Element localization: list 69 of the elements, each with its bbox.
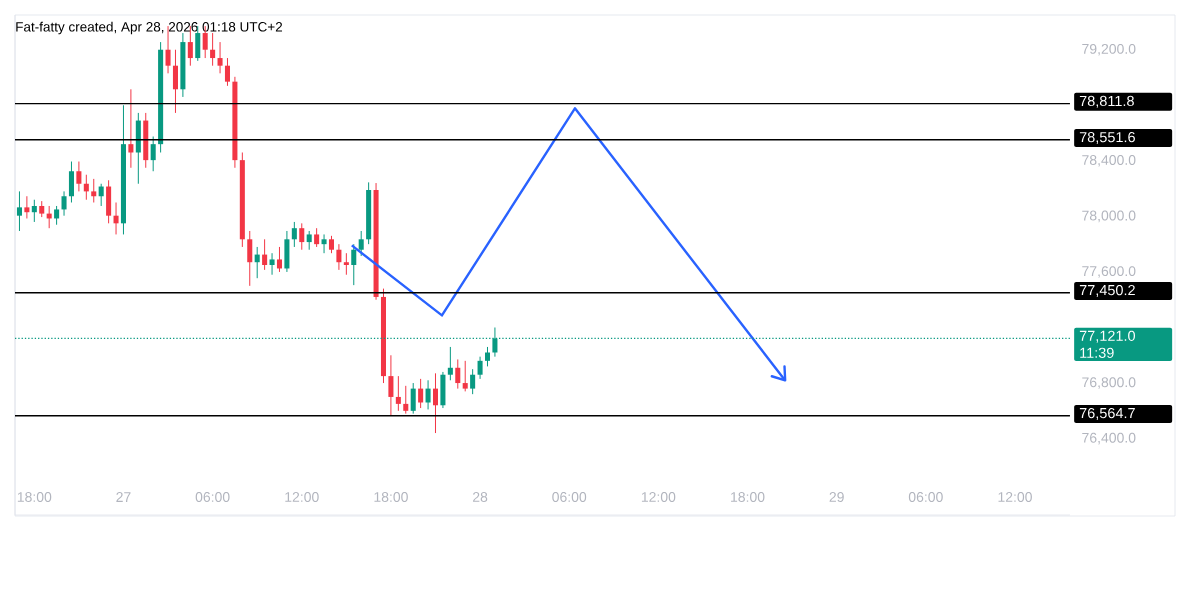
x-tick-label: 28 xyxy=(472,492,488,502)
candlestick xyxy=(358,230,364,257)
x-tick-label: 18:00 xyxy=(374,492,408,502)
candlestick xyxy=(262,238,268,271)
candlestick xyxy=(343,252,349,276)
x-tick-label: 06:00 xyxy=(552,492,587,502)
y-tick-label: 77,600.0 xyxy=(1082,266,1136,278)
candlestick xyxy=(254,246,260,279)
ref-line-label: 78,551.6 xyxy=(1079,131,1135,144)
candlestick xyxy=(172,49,178,114)
candlestick xyxy=(418,378,424,409)
x-tick-label: 12:00 xyxy=(285,492,319,502)
x-tick-label: 18:00 xyxy=(17,492,52,502)
candlestick xyxy=(321,233,327,254)
candlestick xyxy=(269,252,275,276)
ref-line-label: 78,811.8 xyxy=(1079,95,1134,108)
candlestick xyxy=(455,358,461,390)
candlestick xyxy=(306,230,312,251)
candlestick xyxy=(336,243,342,271)
candlestick xyxy=(76,161,82,192)
x-tick-label: 27 xyxy=(116,492,131,502)
candlestick xyxy=(224,57,230,87)
candlestick xyxy=(210,32,216,67)
candlestick xyxy=(477,356,483,380)
candlestick xyxy=(388,354,394,417)
y-tick-label: 76,400.0 xyxy=(1082,432,1136,445)
candlestick xyxy=(128,88,134,169)
candlestick xyxy=(291,221,297,248)
x-tick-label: 12:00 xyxy=(641,492,676,502)
y-tick-label: 79,200.0 xyxy=(1082,43,1136,56)
x-tick-label: 12:00 xyxy=(998,492,1032,502)
candlestick xyxy=(150,136,156,172)
candlestick xyxy=(16,190,22,232)
candlestick xyxy=(61,190,67,217)
candlestick xyxy=(447,346,453,381)
candlestick xyxy=(351,243,357,286)
candlestick xyxy=(425,379,431,410)
x-tick-label: 06:00 xyxy=(195,492,230,502)
candlestick xyxy=(113,202,119,235)
y-tick-label: 78,000.0 xyxy=(1082,210,1136,223)
candlestick xyxy=(299,222,305,251)
x-tick-label: 29 xyxy=(829,492,844,502)
chart-title: Fat-fatty created, Apr 28, 2026 01:18 UTC+2 xyxy=(16,21,283,35)
x-tick-label: 06:00 xyxy=(908,492,943,502)
candlestick xyxy=(395,375,401,412)
candlestick xyxy=(403,385,409,415)
ref-line-label: 77,121.0 xyxy=(1079,330,1136,343)
candlestick xyxy=(165,25,171,74)
candlestick xyxy=(247,230,253,287)
candlestick xyxy=(462,360,468,392)
candlestick xyxy=(432,372,439,434)
candlestick xyxy=(484,346,491,367)
candlestick xyxy=(24,195,30,219)
candlestick xyxy=(470,368,476,395)
candlestick xyxy=(54,205,60,226)
candlestick xyxy=(314,227,320,248)
candlestick xyxy=(83,174,89,201)
text: 11:39 xyxy=(1080,347,1114,358)
candlestick xyxy=(98,183,104,207)
candlestick xyxy=(91,178,97,203)
ref-line-label: 77,450.2 xyxy=(1079,284,1135,297)
y-tick-label: 78,400.0 xyxy=(1082,155,1136,167)
candlestick xyxy=(410,382,416,415)
candlestick xyxy=(217,41,223,74)
candlestick xyxy=(276,246,282,273)
y-tick-label: 76,800.0 xyxy=(1082,377,1136,389)
ref-line-label: 76,564.7 xyxy=(1079,407,1135,420)
x-tick-label: 18:00 xyxy=(731,492,765,502)
candlestick xyxy=(31,199,37,223)
